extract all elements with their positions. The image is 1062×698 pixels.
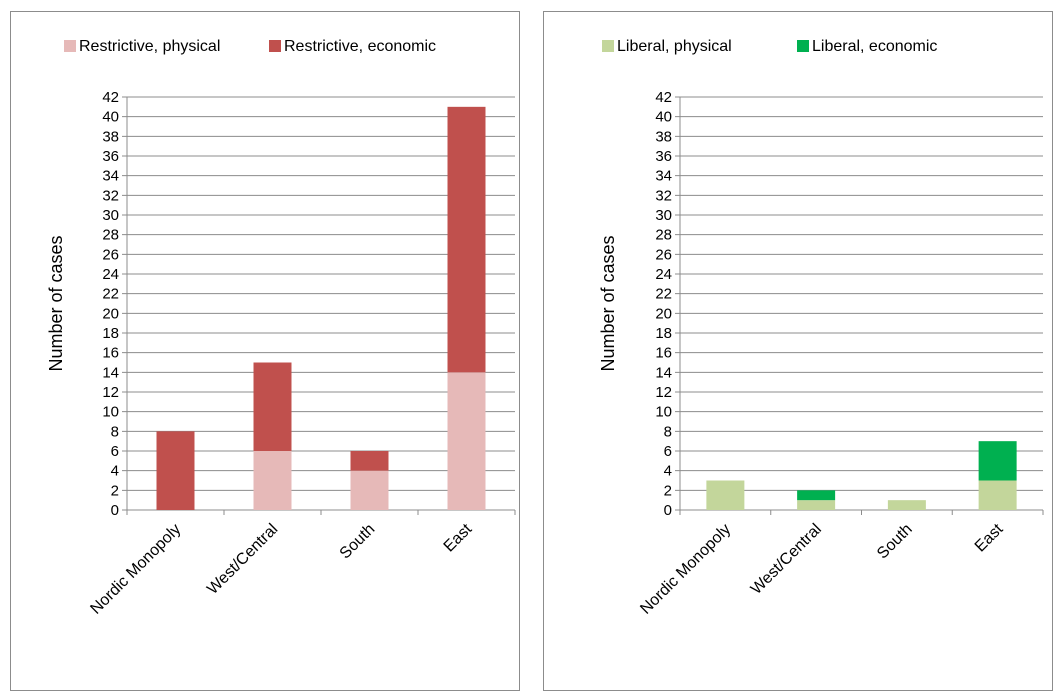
y-tick-label: 20 — [655, 305, 672, 322]
x-category-label: West/Central — [204, 521, 281, 598]
y-tick-label: 0 — [664, 502, 672, 519]
y-tick-label: 26 — [655, 246, 672, 263]
y-tick-label: 22 — [655, 286, 672, 303]
bar-liberal-economic-west-central — [797, 490, 836, 501]
y-tick-label: 24 — [655, 266, 672, 283]
y-tick-label: 6 — [111, 443, 119, 460]
y-tick-label: 36 — [655, 148, 672, 165]
y-tick-label: 36 — [102, 148, 119, 165]
y-tick-label: 2 — [664, 482, 672, 499]
y-tick-label: 16 — [655, 345, 672, 362]
y-tick-label: 30 — [102, 207, 119, 224]
legend-label: Restrictive, physical — [79, 38, 220, 55]
legend-swatch — [602, 40, 614, 52]
y-tick-label: 38 — [102, 128, 119, 145]
bar-liberal-economic-east — [978, 441, 1017, 481]
x-category-label: East — [972, 520, 1007, 555]
bar-restrictive-economic-south — [350, 451, 389, 471]
y-tick-label: 24 — [102, 266, 119, 283]
y-tick-label: 4 — [111, 463, 119, 480]
x-category-label: West/Central — [748, 521, 825, 598]
y-tick-label: 22 — [102, 286, 119, 303]
y-tick-label: 40 — [655, 109, 672, 126]
y-tick-label: 28 — [102, 227, 119, 244]
y-tick-label: 40 — [102, 109, 119, 126]
y-tick-label: 6 — [664, 443, 672, 460]
y-tick-label: 16 — [102, 345, 119, 362]
bar-restrictive-physical-south — [350, 470, 389, 510]
y-tick-label: 38 — [655, 128, 672, 145]
y-tick-label: 12 — [102, 384, 119, 401]
chart-liberal-svg: 024681012141618202224262830323436384042N… — [598, 38, 1044, 618]
y-tick-label: 42 — [655, 89, 672, 106]
y-tick-label: 34 — [655, 168, 672, 185]
y-tick-label: 8 — [111, 423, 119, 440]
y-tick-label: 26 — [102, 246, 119, 263]
y-tick-label: 28 — [655, 227, 672, 244]
bar-restrictive-physical-east — [447, 372, 486, 510]
y-tick-label: 4 — [664, 463, 672, 480]
legend-swatch — [64, 40, 76, 52]
x-category-label: Nordic Monopoly — [87, 521, 184, 618]
x-category-label: East — [441, 520, 476, 555]
y-tick-label: 20 — [102, 305, 119, 322]
y-tick-label: 18 — [655, 325, 672, 342]
y-tick-label: 2 — [111, 482, 119, 499]
bar-restrictive-economic-east — [447, 106, 486, 373]
legend-label: Restrictive, economic — [284, 38, 436, 55]
y-tick-label: 32 — [102, 187, 119, 204]
legend-swatch — [797, 40, 809, 52]
y-tick-label: 34 — [102, 168, 119, 185]
y-tick-label: 32 — [655, 187, 672, 204]
bar-liberal-physical-west-central — [797, 500, 836, 510]
bar-restrictive-economic-nordic-monopoly — [156, 431, 195, 510]
legend-label: Liberal, physical — [617, 38, 732, 55]
y-tick-label: 18 — [102, 325, 119, 342]
y-tick-label: 14 — [102, 364, 119, 381]
y-axis-title: Number of cases — [598, 235, 618, 371]
legend-swatch — [269, 40, 281, 52]
bar-restrictive-economic-west-central — [253, 362, 292, 451]
chart-panel-liberal: 0 2 4 6 8 10 12 14 16 18 20 22 24 26 28 30 32 34 36 38 40 42 N… — [543, 11, 1053, 691]
x-category-label: Nordic Monopoly — [637, 521, 734, 618]
y-tick-label: 42 — [102, 89, 119, 106]
y-tick-label: 8 — [664, 423, 672, 440]
x-category-label: South — [874, 521, 916, 563]
y-tick-label: 12 — [655, 384, 672, 401]
y-tick-label: 0 — [111, 502, 119, 519]
x-category-label: South — [337, 521, 379, 563]
y-tick-label: 30 — [655, 207, 672, 224]
y-tick-label: 10 — [655, 404, 672, 421]
bar-liberal-physical-nordic-monopoly — [706, 480, 745, 510]
y-tick-label: 10 — [102, 404, 119, 421]
chart-restrictive-svg: 024681012141618202224262830323436384042N… — [46, 38, 516, 618]
chart-panel-restrictive: 0 2 4 6 8 10 12 14 16 18 20 22 24 26 28 30 32 34 36 38 40 42 N… — [10, 11, 520, 691]
bar-liberal-physical-east — [978, 480, 1017, 510]
y-tick-label: 14 — [655, 364, 672, 381]
legend-label: Liberal, economic — [812, 38, 937, 55]
y-axis-title: Number of cases — [46, 235, 66, 371]
bar-restrictive-physical-west-central — [253, 451, 292, 510]
bar-liberal-physical-south — [887, 500, 926, 510]
